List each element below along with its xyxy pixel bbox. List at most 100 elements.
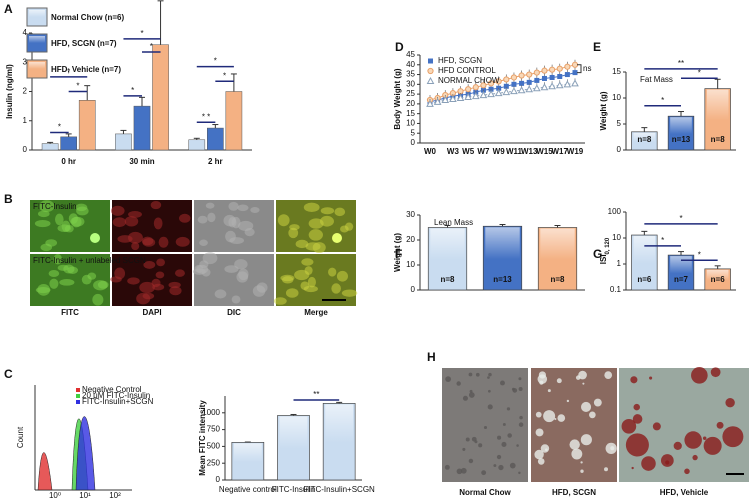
marker bbox=[518, 72, 525, 79]
cell bbox=[131, 242, 140, 251]
cell bbox=[238, 220, 254, 231]
y-tick-label: 10 bbox=[406, 119, 415, 128]
x-tick-label: Negative control bbox=[219, 485, 277, 494]
bar-shine bbox=[540, 228, 575, 260]
marker bbox=[541, 67, 548, 74]
y-axis-label: ISI0, 120 bbox=[599, 237, 610, 264]
cell bbox=[124, 216, 139, 227]
histogram-curve bbox=[75, 416, 96, 491]
tissue-feature bbox=[691, 367, 708, 384]
cell bbox=[288, 227, 299, 239]
x-tick-label: W7 bbox=[477, 147, 490, 156]
panel-label: H bbox=[427, 350, 436, 364]
legend-label: HFD, Vehicle (n=7) bbox=[51, 65, 121, 74]
legend-swatch-shine bbox=[29, 62, 45, 69]
x-tick-label: W11 bbox=[506, 147, 523, 156]
cell bbox=[97, 280, 109, 289]
y-tick-label: 1 bbox=[23, 116, 28, 125]
cell bbox=[57, 264, 69, 271]
tissue-feature bbox=[500, 380, 505, 386]
marker bbox=[548, 82, 556, 90]
cell bbox=[308, 229, 323, 241]
column-label: Merge bbox=[304, 308, 328, 317]
bar-label: n=13 bbox=[672, 135, 691, 144]
bar-label: n=13 bbox=[493, 275, 512, 284]
bar bbox=[133, 105, 151, 151]
tissue-feature bbox=[652, 422, 661, 431]
legend-label: FITC-Insulin+SCGN bbox=[82, 397, 154, 406]
bar-label: n=6 bbox=[637, 275, 652, 284]
cell bbox=[53, 253, 63, 265]
cell bbox=[110, 205, 125, 216]
tissue-feature bbox=[487, 404, 493, 410]
tissue-feature bbox=[445, 376, 452, 383]
bar bbox=[225, 91, 243, 151]
marker bbox=[510, 74, 518, 81]
cell bbox=[328, 267, 337, 277]
chart-title: Fat Mass bbox=[640, 75, 673, 84]
tissue-feature bbox=[518, 471, 521, 475]
cell bbox=[277, 214, 290, 227]
x-tick-label: W13 bbox=[521, 147, 538, 156]
image-caption: Normal Chow bbox=[459, 488, 511, 497]
tissue-feature bbox=[684, 431, 702, 449]
x-tick-label: 0 hr bbox=[61, 157, 76, 166]
panel-label: D bbox=[395, 40, 404, 54]
panel-label: E bbox=[593, 40, 601, 54]
cell bbox=[300, 281, 310, 291]
y-tick-label: 0 bbox=[617, 145, 622, 154]
significance-label: ** bbox=[313, 390, 319, 399]
tissue-feature bbox=[554, 417, 557, 421]
marker bbox=[549, 66, 556, 73]
tissue-feature bbox=[469, 389, 473, 393]
marker bbox=[572, 70, 578, 76]
y-tick-label: 2 bbox=[23, 87, 28, 96]
cell bbox=[143, 260, 156, 269]
cell bbox=[45, 239, 58, 247]
significance-label: * bbox=[698, 250, 701, 259]
tissue-feature bbox=[518, 386, 523, 391]
marker bbox=[503, 76, 510, 83]
cell bbox=[205, 202, 215, 209]
tissue-feature bbox=[462, 447, 466, 451]
y-tick-label: 250 bbox=[207, 458, 221, 467]
panel-label: C bbox=[4, 367, 13, 381]
marker bbox=[533, 69, 540, 76]
image-caption: HFD, Vehicle bbox=[660, 488, 709, 497]
significance-label: * bbox=[698, 68, 701, 77]
error-bar bbox=[212, 124, 219, 129]
cell bbox=[334, 207, 346, 217]
tissue-feature bbox=[468, 372, 473, 377]
cell bbox=[49, 278, 59, 289]
x-tick-label: W19 bbox=[567, 147, 584, 156]
histogram-curve bbox=[37, 452, 53, 491]
bar-shine bbox=[485, 227, 520, 260]
cell bbox=[70, 216, 85, 227]
y-axis-label: Mean FITC intensity bbox=[198, 400, 207, 476]
cell bbox=[48, 270, 60, 277]
legend-marker bbox=[427, 67, 434, 75]
cell bbox=[320, 207, 335, 215]
error-bar bbox=[193, 137, 200, 140]
marker bbox=[503, 83, 509, 89]
bar-shine bbox=[430, 228, 465, 260]
x-tick-label: 10⁰ bbox=[49, 491, 61, 500]
y-tick-label: 3 bbox=[23, 57, 28, 66]
significance-label: * bbox=[150, 42, 153, 51]
y-tick-label: 30 bbox=[406, 210, 415, 219]
marker bbox=[564, 72, 570, 78]
y-tick-label: 20 bbox=[406, 235, 415, 244]
marker bbox=[510, 87, 518, 95]
marker bbox=[563, 80, 572, 88]
cell bbox=[312, 242, 326, 254]
marker bbox=[479, 91, 488, 99]
tissue-feature bbox=[641, 456, 656, 471]
significance-label: ns bbox=[583, 64, 591, 73]
tissue-feature bbox=[518, 422, 524, 427]
cell bbox=[112, 217, 127, 228]
tissue-feature bbox=[684, 468, 690, 475]
bar bbox=[188, 139, 206, 151]
tissue-feature bbox=[580, 461, 583, 464]
marker bbox=[526, 79, 532, 85]
bar-shine bbox=[670, 256, 692, 274]
